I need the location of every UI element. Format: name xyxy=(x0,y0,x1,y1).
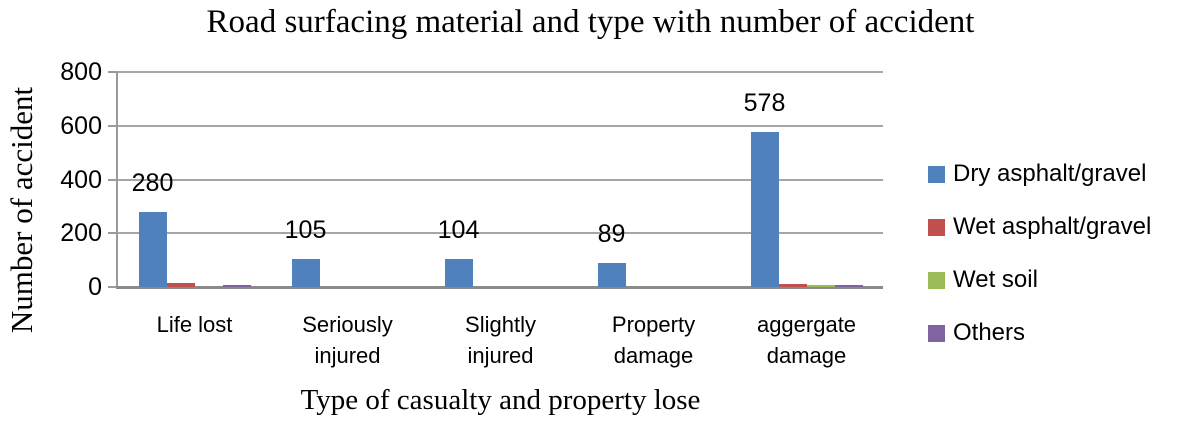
y-tick-mark xyxy=(108,178,117,181)
legend-item: Wet soil xyxy=(928,264,1038,296)
x-axis-title: Type of casualty and property lose xyxy=(300,384,701,416)
y-gridline xyxy=(118,178,883,181)
category-label: Slightly injured xyxy=(465,312,536,368)
legend-label: Wet soil xyxy=(953,266,1038,293)
bar-data-label: 578 xyxy=(743,88,786,117)
category-label: aggergate damage xyxy=(756,312,857,368)
bar-others xyxy=(222,285,251,287)
bar-data-label: 104 xyxy=(437,216,480,245)
legend-item: Wet asphalt/gravel xyxy=(928,211,1151,243)
bar-wet-asphalt-gravel xyxy=(166,282,195,287)
y-gridline xyxy=(118,124,883,127)
bar-wet-soil xyxy=(806,285,835,287)
legend-label: Dry asphalt/gravel xyxy=(953,160,1147,187)
bar-dry-asphalt-gravel xyxy=(597,263,626,287)
legend-item: Others xyxy=(928,317,1025,349)
legend-swatch-icon xyxy=(928,324,945,342)
category-label: Seriously injured xyxy=(302,312,393,368)
bar-data-label: 280 xyxy=(131,168,174,197)
bar-dry-asphalt-gravel xyxy=(750,131,779,287)
legend-item: Dry asphalt/gravel xyxy=(928,158,1146,190)
y-tick-label: 400 xyxy=(60,165,102,194)
y-axis-line xyxy=(116,71,118,289)
bar-dry-asphalt-gravel xyxy=(444,259,473,287)
legend-swatch-icon xyxy=(928,271,945,289)
y-tick-label: 800 xyxy=(60,58,102,86)
y-axis-title: Number of accident xyxy=(4,86,39,334)
legend-label: Wet asphalt/gravel xyxy=(953,213,1152,240)
y-gridline xyxy=(118,232,883,235)
bar-dry-asphalt-gravel xyxy=(291,258,320,287)
y-tick-label: 0 xyxy=(88,273,102,301)
y-tick-mark xyxy=(108,71,117,73)
y-tick-label: 200 xyxy=(60,219,102,248)
x-axis-line xyxy=(116,286,883,289)
bar-data-label: 89 xyxy=(597,220,626,249)
y-tick-mark xyxy=(108,286,117,288)
legend-label: Others xyxy=(953,319,1026,346)
bar-others xyxy=(834,285,863,287)
plot-area: 0 200 400 600 800 280 Life lost 105 Seriously in… xyxy=(60,58,883,368)
bar-wet-asphalt-gravel xyxy=(778,283,807,287)
category-label: Property damage xyxy=(611,312,696,368)
chart-title: Road surfacing material and type with nu… xyxy=(206,4,975,40)
y-tick-mark xyxy=(108,232,117,235)
y-tick-mark xyxy=(108,124,117,127)
category-label: Life lost xyxy=(156,312,233,337)
bar-dry-asphalt-gravel xyxy=(138,211,167,287)
legend-swatch-icon xyxy=(928,218,945,236)
y-tick-label: 600 xyxy=(60,111,102,140)
legend-swatch-icon xyxy=(928,165,945,183)
y-gridline xyxy=(118,71,883,73)
bar-data-label: 105 xyxy=(284,215,327,244)
